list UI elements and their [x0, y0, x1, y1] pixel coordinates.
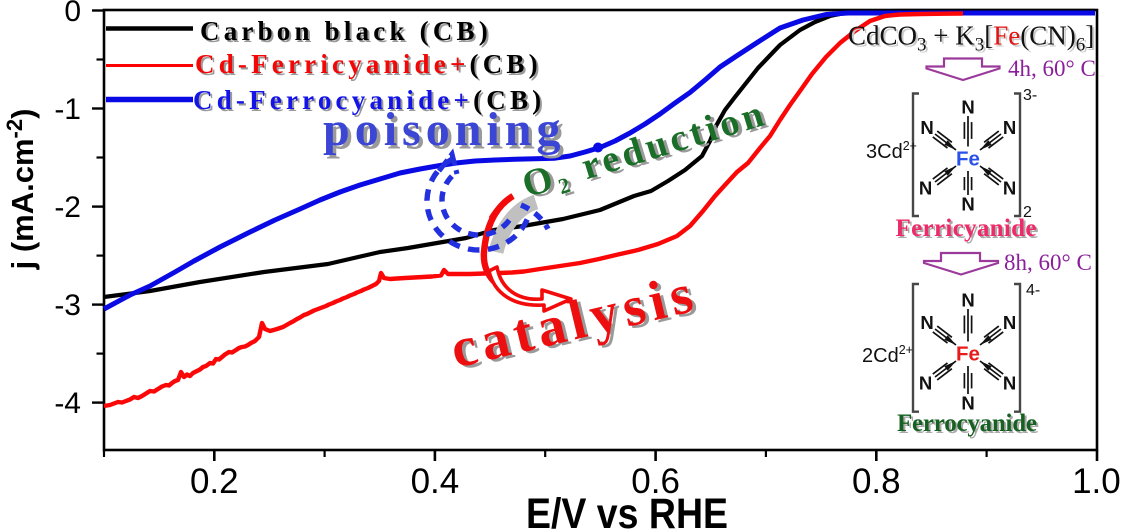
svg-text:Cd-Ferricyanide+(CB): Cd-Ferricyanide+(CB) — [195, 49, 542, 79]
svg-text:Ferrocyanide: Ferrocyanide — [899, 412, 1039, 439]
svg-text:N: N — [961, 393, 974, 414]
svg-text:0.4: 0.4 — [411, 462, 460, 501]
svg-text:Ferricyanide: Ferricyanide — [898, 217, 1039, 244]
svg-text:CdCO3 + K3[Fe(CN)6]: CdCO3 + K3[Fe(CN)6] — [850, 23, 1096, 58]
svg-text:E/V vs RHE: E/V vs RHE — [526, 490, 728, 531]
svg-text:Cd-Ferrocyanide+(CB): Cd-Ferrocyanide+(CB) — [193, 85, 545, 115]
svg-text:Fe: Fe — [956, 148, 980, 171]
svg-text:-1: -1 — [54, 93, 81, 126]
svg-text:N: N — [1003, 178, 1016, 199]
svg-text:1.0: 1.0 — [1072, 462, 1121, 501]
svg-text:Ferrocyanide: Ferrocyanide — [897, 410, 1037, 437]
svg-text:N: N — [1003, 117, 1016, 138]
svg-text:poisoning: poisoning — [327, 107, 569, 160]
svg-text:0.6: 0.6 — [631, 462, 680, 501]
svg-text:4-: 4- — [1026, 282, 1040, 299]
svg-text:poisoning: poisoning — [323, 103, 565, 156]
svg-text:N: N — [920, 117, 933, 138]
svg-text:2Cd2+: 2Cd2+ — [862, 343, 913, 367]
svg-text:-3: -3 — [54, 289, 81, 322]
svg-text:N: N — [961, 97, 974, 118]
svg-text:2: 2 — [1023, 204, 1032, 221]
svg-text:3-: 3- — [1023, 87, 1037, 104]
svg-text:N: N — [1003, 373, 1016, 394]
svg-text:N: N — [961, 290, 974, 311]
svg-text:0.2: 0.2 — [190, 462, 239, 501]
svg-text:Cd-Ferricyanide+(CB): Cd-Ferricyanide+(CB) — [197, 51, 544, 81]
svg-text:N: N — [920, 312, 933, 333]
svg-text:0.8: 0.8 — [852, 462, 901, 501]
svg-text:Fe: Fe — [956, 343, 980, 366]
svg-text:CdCO3 + K3[Fe(CN)6]: CdCO3 + K3[Fe(CN)6] — [848, 21, 1094, 56]
svg-text:N: N — [1003, 312, 1016, 333]
svg-text:Carbon black (CB): Carbon black (CB) — [202, 18, 494, 48]
svg-text:-4: -4 — [54, 387, 81, 420]
svg-text:8h, 60° C: 8h, 60° C — [1004, 250, 1092, 275]
svg-text:N: N — [919, 178, 932, 199]
svg-text:Ferricyanide: Ferricyanide — [896, 215, 1037, 242]
svg-text:N: N — [919, 373, 932, 394]
svg-text:4h, 60° C: 4h, 60° C — [1008, 56, 1096, 81]
svg-text:-2: -2 — [54, 191, 81, 224]
svg-text:N: N — [961, 194, 974, 215]
svg-text:Cd-Ferrocyanide+(CB): Cd-Ferrocyanide+(CB) — [195, 87, 547, 117]
svg-text:Carbon black (CB): Carbon black (CB) — [200, 16, 492, 46]
svg-text:0: 0 — [64, 0, 81, 28]
